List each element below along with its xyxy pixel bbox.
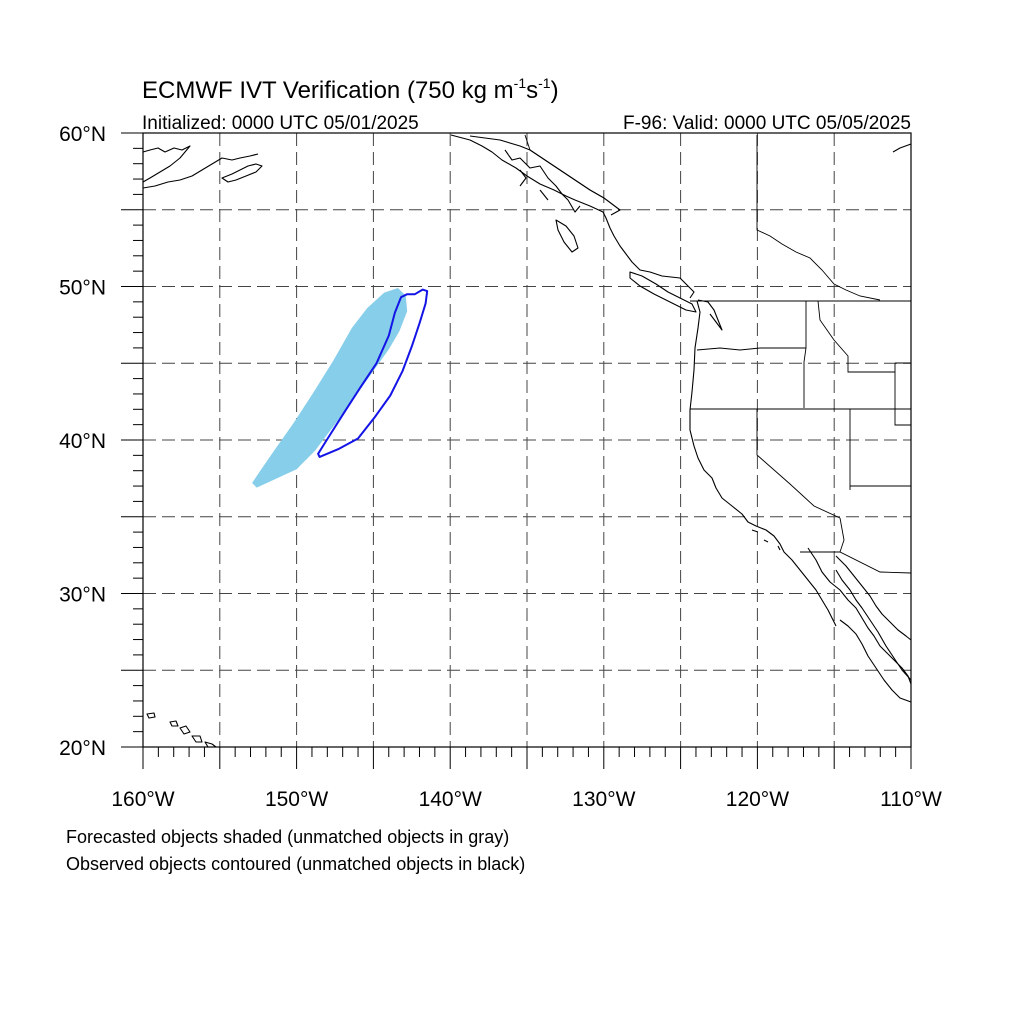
lat-tick-label: 40°N <box>59 430 106 453</box>
coastline-hawaii <box>146 712 217 748</box>
footnote-forecast: Forecasted objects shaded (unmatched obj… <box>66 827 509 847</box>
map-area <box>121 132 912 769</box>
axis-labels: 60°N 50°N 40°N 30°N 20°N 160°W 150°W 140°W 130°W… <box>59 123 942 811</box>
coastline-mainland-mexico <box>839 619 912 703</box>
lat-tick-label: 30°N <box>59 584 106 607</box>
lat-tick-label: 20°N <box>59 737 106 760</box>
coastline-hudson <box>892 143 912 153</box>
border-mt-id <box>817 300 895 373</box>
lon-tick-label: 110°W <box>880 788 942 811</box>
observed-object-contour <box>317 288 429 458</box>
lat-tick-label: 60°N <box>59 123 106 146</box>
tick-marks <box>121 132 912 769</box>
coastline-mexico <box>835 569 912 681</box>
coastline-baja-east <box>835 555 912 641</box>
lon-tick-label: 150°W <box>265 788 328 811</box>
valid-label: F-96: Valid: 0000 UTC 05/05/2025 <box>623 113 911 134</box>
border-ca-nv <box>756 409 841 519</box>
grid-lines <box>143 133 911 747</box>
border-wa-id <box>803 301 807 408</box>
border-alaska-canada <box>524 134 605 199</box>
forecast-object-shading <box>252 288 408 488</box>
lat-tick-label: 50°N <box>59 277 106 300</box>
border-us-mexico <box>800 551 912 574</box>
border-bc-yukon <box>756 135 881 301</box>
border-wa-or <box>696 347 806 351</box>
coastline-us-west <box>689 300 837 627</box>
coastlines <box>142 134 912 748</box>
coastline-alaska <box>450 134 695 299</box>
forecast-object <box>252 288 408 488</box>
coastline-gulf-islands <box>504 149 581 253</box>
coastline-puget <box>697 299 723 331</box>
chart-title: ECMWF IVT Verification (750 kg m-1s-1) <box>142 75 559 104</box>
lon-tick-label: 130°W <box>572 788 635 811</box>
coastline-vancouver-island <box>629 271 697 313</box>
coastline-kodiak <box>221 163 263 183</box>
border-wy <box>894 362 911 426</box>
footnote-observed: Observed objects contoured (unmatched ob… <box>66 854 525 874</box>
political-borders <box>524 134 912 574</box>
coastline-channel-islands <box>751 529 781 551</box>
lon-tick-label: 160°W <box>111 788 174 811</box>
observed-object <box>317 288 429 458</box>
border-az-ca <box>839 517 845 553</box>
lon-tick-label: 120°W <box>726 788 789 811</box>
coastline-alaska-west <box>142 145 259 189</box>
initialized-label: Initialized: 0000 UTC 05/01/2025 <box>142 113 419 134</box>
lon-tick-label: 140°W <box>419 788 482 811</box>
